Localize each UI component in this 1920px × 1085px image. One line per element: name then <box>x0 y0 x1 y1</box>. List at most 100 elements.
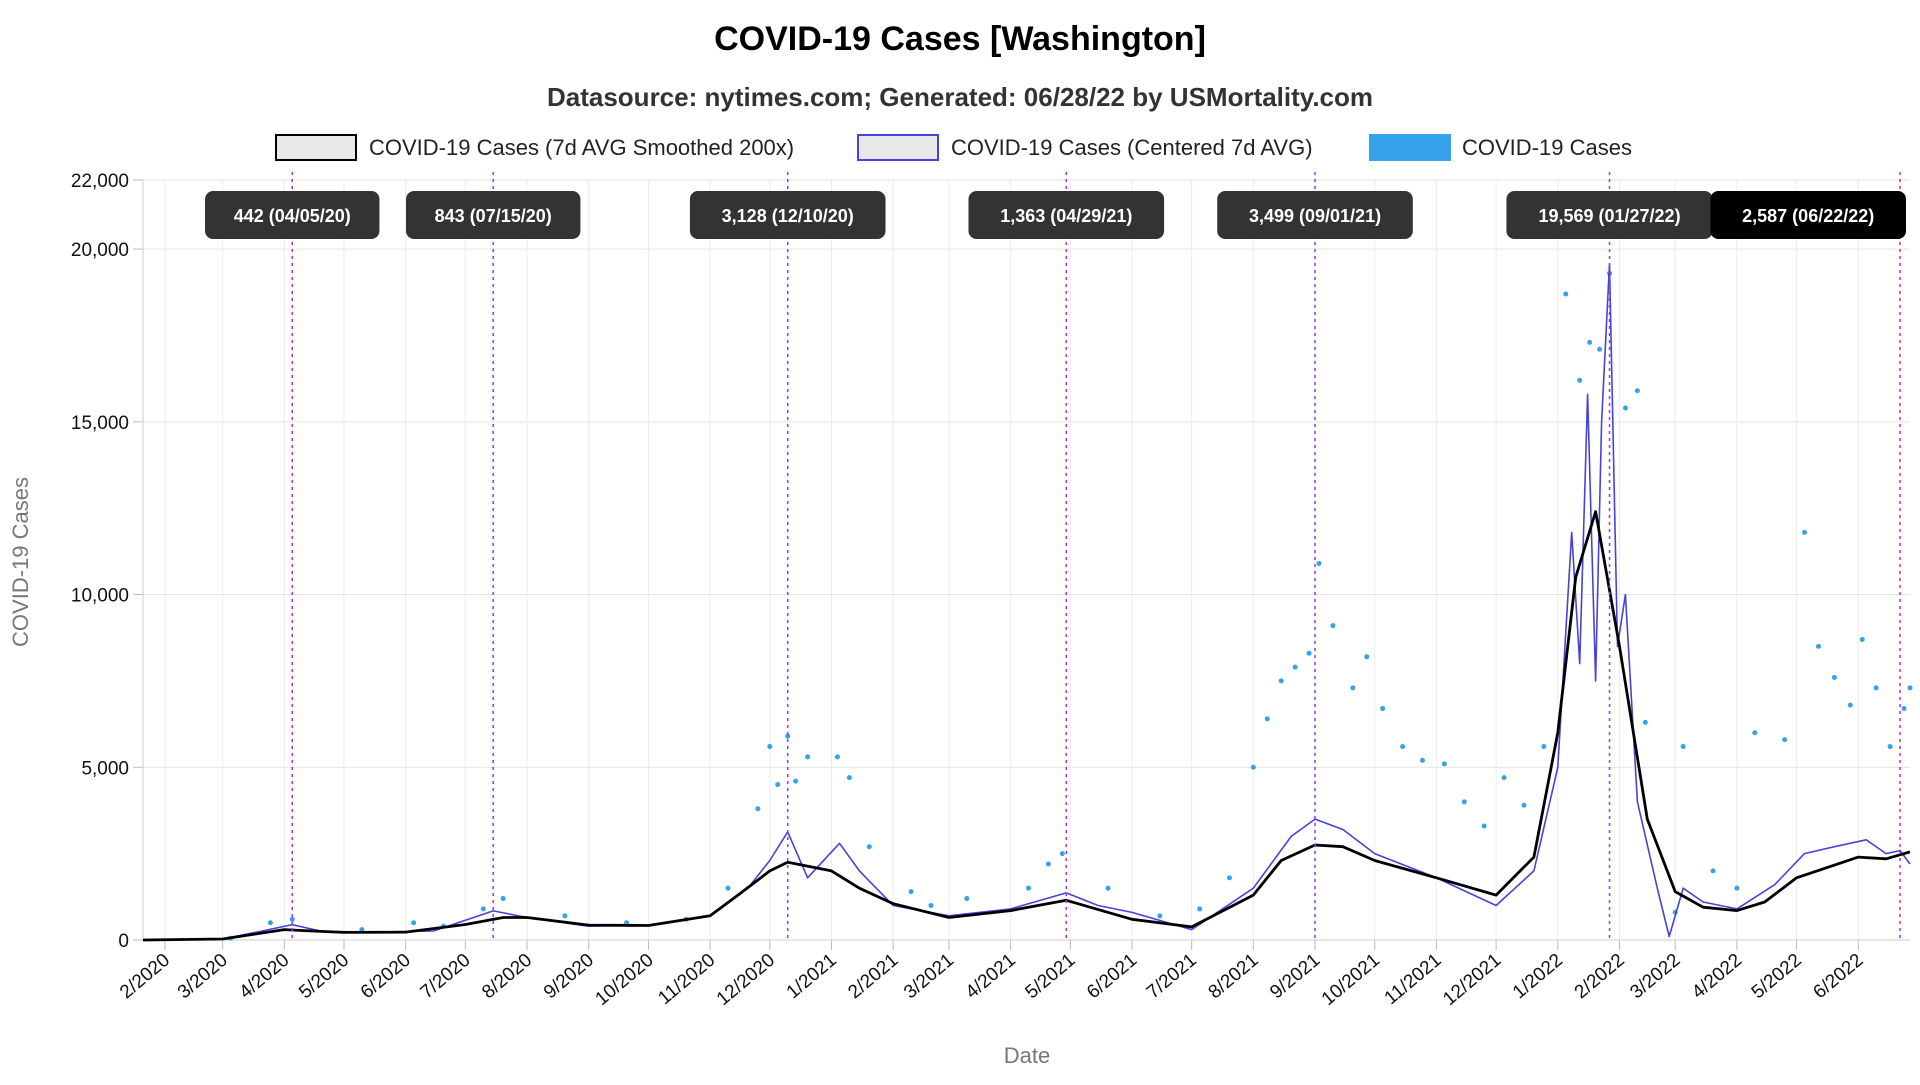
series-raw-cases <box>228 270 1913 941</box>
x-tick-label: 7/2021 <box>1143 950 1201 1003</box>
data-point <box>1815 643 1821 649</box>
data-point <box>793 778 799 784</box>
grid <box>143 179 1910 941</box>
data-point <box>1634 388 1640 394</box>
data-point <box>1105 885 1111 891</box>
x-tick-label: 6/2022 <box>1809 950 1867 1003</box>
data-point <box>1642 719 1648 725</box>
data-point <box>1316 560 1322 566</box>
y-axis: 0 5,000 10,000 15,000 20,000 22,000 <box>71 171 144 952</box>
x-tick-label: 9/2021 <box>1266 950 1324 1003</box>
x-tick-label: 5/2020 <box>295 950 353 1003</box>
x-tick-label: 12/2021 <box>1439 950 1505 1010</box>
data-point <box>1045 861 1051 867</box>
data-point <box>755 806 761 812</box>
data-point <box>1025 885 1031 891</box>
annotation-box <box>205 191 380 239</box>
legend-swatch <box>857 134 939 161</box>
series-layer <box>142 263 1913 942</box>
x-tick-label: 8/2021 <box>1205 950 1263 1003</box>
data-point <box>1292 664 1298 670</box>
annotation-label: 3,128 (12/10/20) <box>722 206 854 226</box>
data-point <box>1847 702 1853 708</box>
data-point <box>1597 346 1603 352</box>
y-tick-label: 15,000 <box>71 413 129 434</box>
data-point <box>1157 913 1163 919</box>
annotation-box <box>1710 191 1906 239</box>
annotation-box <box>1506 191 1713 239</box>
chart-title: COVID-19 Cases [Washington] <box>714 20 1206 58</box>
x-tick-label: 2/2020 <box>116 950 174 1003</box>
data-point <box>928 902 934 908</box>
annotation-label: 2,587 (06/22/22) <box>1742 206 1874 226</box>
x-tick-label: 5/2022 <box>1748 950 1806 1003</box>
annotation-box <box>689 191 886 239</box>
legend-swatch <box>275 134 357 161</box>
data-point <box>846 775 852 781</box>
data-point <box>1887 744 1893 750</box>
x-tick-label: 4/2022 <box>1688 950 1746 1003</box>
data-point <box>359 927 365 933</box>
x-tick-label: 11/2021 <box>1381 950 1446 1009</box>
annotation-label: 1,363 (04/29/21) <box>1000 206 1132 226</box>
data-point <box>1802 529 1808 535</box>
data-point <box>1541 744 1547 750</box>
data-point <box>785 733 791 739</box>
x-tick-label: 11/2020 <box>654 950 719 1009</box>
data-point <box>1501 775 1507 781</box>
x-tick-label: 1/2022 <box>1509 950 1567 1003</box>
x-tick-label: 7/2020 <box>417 950 475 1003</box>
annotation-layer: 442 (04/05/20) 843 (07/15/20) 3,128 (12/10… <box>205 172 1906 940</box>
data-point <box>1831 674 1837 680</box>
x-tick-label: 2/2022 <box>1571 950 1629 1003</box>
data-point <box>1330 623 1336 629</box>
x-tick-label: 10/2020 <box>592 950 658 1010</box>
x-tick-label: 2/2021 <box>844 950 902 1003</box>
data-point <box>1710 868 1716 874</box>
x-tick-label: 3/2021 <box>900 950 958 1003</box>
y-tick-label: 20,000 <box>71 240 129 261</box>
data-point <box>1306 650 1312 656</box>
annotation-box <box>968 191 1165 239</box>
data-point <box>964 896 970 902</box>
y-tick-label: 22,000 <box>71 171 129 192</box>
data-point <box>1419 757 1425 763</box>
data-point <box>775 782 781 788</box>
data-point <box>1734 885 1740 891</box>
data-point <box>1461 799 1467 805</box>
legend-swatch <box>1369 134 1451 161</box>
annotation-box <box>406 191 581 239</box>
data-point <box>1622 405 1628 411</box>
data-point <box>411 920 417 926</box>
y-axis-title: COVID-19 Cases <box>8 477 33 647</box>
data-point <box>480 906 486 912</box>
data-point <box>1278 678 1284 684</box>
data-point <box>1226 875 1232 881</box>
data-point <box>1521 802 1527 808</box>
chart-subtitle: Datasource: nytimes.com; Generated: 06/2… <box>547 82 1373 112</box>
data-point <box>1901 706 1907 712</box>
data-point <box>1441 761 1447 767</box>
x-tick-label: 10/2021 <box>1318 950 1384 1010</box>
x-tick-label: 1/2021 <box>783 950 841 1003</box>
data-point <box>834 754 840 760</box>
data-point <box>1873 685 1879 691</box>
y-tick-label: 10,000 <box>71 586 129 607</box>
data-point <box>1752 730 1758 736</box>
series-line-smoothed <box>142 510 1911 942</box>
x-tick-label: 6/2020 <box>357 950 415 1003</box>
x-tick-label: 12/2020 <box>713 950 779 1010</box>
series-line-centered-avg <box>142 263 1911 941</box>
data-point <box>1859 636 1865 642</box>
data-point <box>1587 339 1593 345</box>
y-tick-label: 0 <box>118 931 129 952</box>
data-point <box>1481 823 1487 829</box>
data-point <box>1350 685 1356 691</box>
data-point <box>1250 764 1256 770</box>
legend: COVID-19 Cases (7d AVG Smoothed 200x) COV… <box>275 134 1632 161</box>
x-axis: 2/2020 3/2020 4/2020 5/2020 6/2020 7/2020 8/20… <box>116 939 1910 1010</box>
data-point <box>866 844 872 850</box>
data-point <box>1380 706 1386 712</box>
data-point <box>725 885 731 891</box>
